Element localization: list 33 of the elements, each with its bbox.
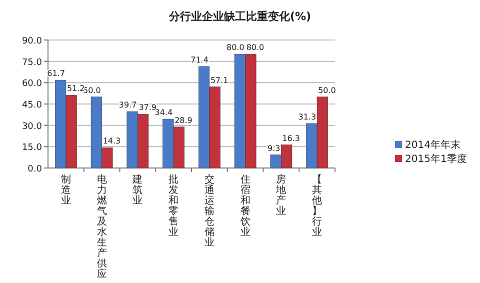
data-label: 80.0 (246, 43, 264, 52)
x-tick-label: 住宿和餐饮业 (239, 174, 250, 238)
y-tick-label: 60.0 (22, 79, 42, 90)
y-tick-label: 30.0 (22, 122, 42, 132)
legend-label: 2015年1季度 (405, 153, 467, 165)
category-label: 电力燃气及水生产供应 (96, 174, 107, 280)
y-tick-label: 75.0 (22, 58, 42, 68)
data-label: 80.0 (226, 43, 244, 52)
title: 分行业企业缺工比重变化(%) (168, 10, 312, 23)
data-label: 16.3 (282, 134, 300, 143)
x-tick-label: 批发和零售业 (168, 174, 179, 238)
data-label: 71.4 (190, 55, 208, 64)
data-label: 51.2 (66, 84, 85, 94)
data-label: 34.4 (154, 108, 173, 118)
x-tick-label: 【其他】行业 (312, 174, 322, 238)
y-tick-label: 45.0 (22, 100, 42, 110)
x-tick-label: 制造业 (60, 174, 71, 206)
data-label: 39.7 (118, 100, 137, 110)
y-tick-label: 90.0 (22, 36, 42, 46)
legend-label: 2014年年末 (405, 139, 460, 151)
data-label: 57.1 (210, 76, 228, 85)
data-label: 31.3 (298, 112, 316, 122)
data-label: 9.3 (267, 144, 280, 153)
y-tick-label: 15.0 (22, 143, 42, 154)
data-label: 28.9 (174, 116, 192, 125)
data-label: 37.9 (138, 103, 156, 112)
x-tick-label: 交通运输仓储业 (204, 174, 214, 248)
data-label: 14.3 (102, 136, 121, 146)
x-tick-label: 房地产业 (275, 174, 286, 217)
data-label: 50.0 (83, 86, 101, 95)
x-tick-label: 建筑业 (132, 174, 143, 206)
data-label: 50.0 (318, 86, 336, 95)
y-tick-label: 0.0 (28, 164, 42, 174)
